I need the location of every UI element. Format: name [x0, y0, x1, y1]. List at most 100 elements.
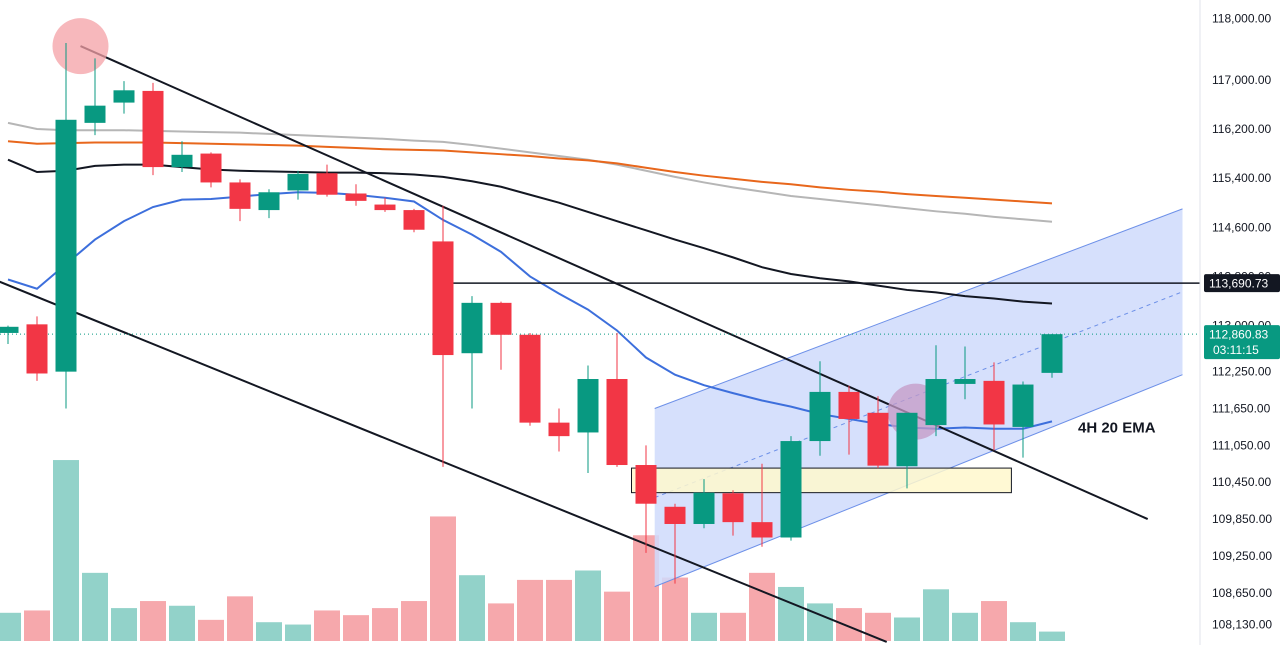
candle-body — [403, 210, 425, 230]
candle-body — [0, 326, 19, 333]
candle-body — [113, 90, 135, 103]
volume-bar — [488, 603, 514, 641]
candle-body — [577, 379, 599, 433]
candle-body — [954, 379, 976, 384]
volume-bar — [285, 624, 311, 641]
price-tick-label: 112,250.00 — [1212, 365, 1271, 379]
candle-body — [461, 302, 483, 354]
candle-body — [84, 105, 106, 123]
candle-body — [925, 379, 947, 426]
candle-body — [142, 90, 164, 168]
price-tick-label: 118,000.00 — [1212, 11, 1271, 25]
candle-body — [55, 119, 77, 372]
price-tag-bg — [1204, 325, 1280, 360]
volume-bar — [1010, 622, 1036, 641]
candle-body — [490, 302, 512, 335]
volume-bar — [720, 612, 746, 641]
price-tick-label: 110,450.00 — [1212, 475, 1271, 489]
volume-bar — [894, 617, 920, 641]
candle-body — [635, 465, 657, 504]
volume-bar — [24, 610, 50, 641]
volume-bar — [981, 601, 1007, 641]
candle-body — [751, 522, 773, 538]
ma-gray-line — [7, 121, 1053, 223]
candle-body — [200, 153, 222, 183]
price-tick-label: 115,400.00 — [1212, 171, 1271, 185]
candle-body — [432, 241, 454, 356]
volume-bar — [749, 572, 775, 641]
ema-annotation-label: 4H 20 EMA — [1078, 419, 1156, 436]
volume-bar — [227, 596, 253, 641]
candle-body — [374, 204, 396, 211]
price-tick-label: 111,650.00 — [1212, 402, 1271, 416]
price-tick-label: 109,250.00 — [1212, 549, 1272, 563]
price-tag-countdown: 03:11:15 — [1213, 343, 1259, 357]
candle-body — [287, 173, 309, 191]
volume-bar — [256, 622, 282, 641]
candle-body — [867, 412, 889, 466]
volume-bar — [691, 612, 717, 641]
candlesticks[interactable] — [0, 43, 1063, 584]
candle-body — [229, 182, 251, 209]
support-zone-box — [631, 467, 1012, 494]
candle-body — [519, 334, 541, 423]
volume-bar — [836, 608, 862, 641]
price-tick-label: 109,850.00 — [1212, 512, 1272, 526]
highlight-circle — [52, 18, 109, 75]
candle-body — [606, 379, 628, 466]
volume-bar — [517, 579, 543, 641]
volume-bar — [778, 586, 804, 641]
volume-bars — [0, 460, 1065, 641]
candle-body — [896, 412, 918, 467]
candle-body — [345, 193, 367, 201]
volume-bar — [604, 591, 630, 641]
volume-bar — [82, 572, 108, 641]
volume-bar — [459, 575, 485, 641]
volume-bar — [198, 619, 224, 641]
support-zone — [631, 467, 1012, 494]
candle-body — [983, 380, 1005, 425]
volume-bar — [314, 610, 340, 641]
volume-bar — [633, 535, 659, 641]
volume-bar — [401, 601, 427, 641]
candle-body — [171, 154, 193, 168]
candle-body — [26, 324, 48, 374]
volume-bar — [952, 612, 978, 641]
volume-bar — [546, 579, 572, 641]
candle-body — [316, 173, 338, 195]
price-tick-label: 116,200.00 — [1212, 122, 1271, 136]
volume-bar — [430, 516, 456, 641]
price-tick-label: 114,600.00 — [1212, 220, 1271, 234]
candle-body — [258, 192, 280, 211]
candle-body — [1012, 384, 1034, 427]
candle-body — [548, 422, 570, 437]
volume-bar — [111, 608, 137, 641]
annotations: 4H 20 EMA — [1078, 419, 1156, 436]
candle-body — [664, 506, 686, 524]
price-tick-label: 108,130.00 — [1212, 618, 1272, 632]
price-tag-label: 112,860.83 — [1209, 328, 1268, 342]
price-axis[interactable]: 118,000.00 117,000.00 116,200.00 115,400.00… — [1199, 0, 1272, 645]
volume-bar — [575, 570, 601, 641]
price-tag-bg — [1204, 274, 1280, 293]
volume-bar — [865, 612, 891, 641]
price-tick-label: 108,650.00 — [1212, 586, 1272, 600]
price-tick-label: 111,050.00 — [1212, 438, 1271, 452]
trendline-lower — [0, 280, 888, 643]
volume-bar — [662, 577, 688, 641]
volume-bar — [343, 615, 369, 641]
candle-body — [722, 493, 744, 523]
volume-bar — [140, 601, 166, 641]
volume-bar — [169, 605, 195, 641]
candle-body — [1041, 334, 1063, 373]
trendlines — [0, 45, 1200, 643]
volume-bar — [807, 603, 833, 641]
ma-black-line — [7, 158, 1053, 305]
volume-bar — [1039, 631, 1065, 641]
channel-upper-line — [654, 208, 1183, 409]
candle-body — [809, 391, 831, 442]
volume-bar — [923, 589, 949, 641]
volume-bar — [0, 612, 21, 641]
